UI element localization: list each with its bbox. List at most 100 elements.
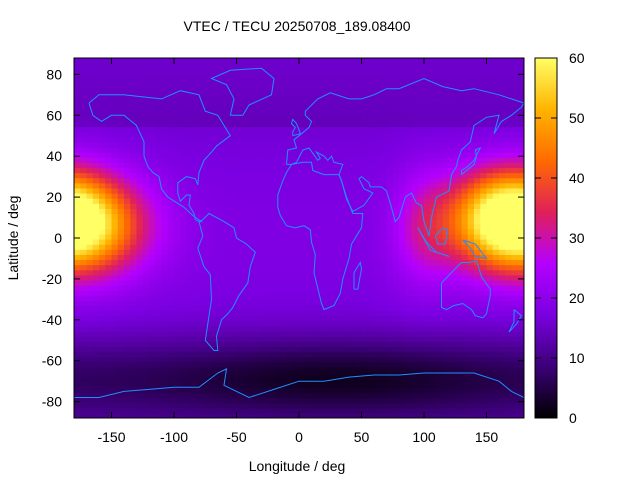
heatmap-cell bbox=[186, 279, 194, 286]
heatmap-cell bbox=[142, 412, 150, 418]
heatmap-cell bbox=[161, 146, 169, 153]
heatmap-cell bbox=[130, 397, 138, 404]
heatmap-cell bbox=[211, 85, 219, 92]
heatmap-cell bbox=[299, 331, 306, 337]
heatmap-cell bbox=[336, 361, 344, 368]
heatmap-cell bbox=[130, 290, 138, 296]
heatmap-cell bbox=[499, 223, 506, 230]
heatmap-cell bbox=[474, 90, 481, 97]
heatmap-cell bbox=[411, 407, 419, 414]
heatmap-cell bbox=[230, 187, 238, 194]
heatmap-cell bbox=[180, 141, 188, 148]
heatmap-cell bbox=[161, 75, 169, 82]
heatmap-cell bbox=[186, 136, 194, 143]
heatmap-cell bbox=[505, 141, 513, 148]
heatmap-cell bbox=[117, 70, 125, 76]
heatmap-cell bbox=[155, 244, 163, 250]
heatmap-cell bbox=[461, 95, 469, 102]
heatmap-cell bbox=[305, 121, 313, 128]
heatmap-cell bbox=[167, 152, 175, 158]
heatmap-cell bbox=[399, 152, 406, 158]
heatmap-cell bbox=[192, 152, 200, 158]
heatmap-cell bbox=[249, 310, 256, 317]
heatmap-cell bbox=[230, 382, 238, 388]
heatmap-cell bbox=[374, 274, 381, 281]
heatmap-cell bbox=[311, 320, 319, 327]
heatmap-cell bbox=[336, 121, 344, 128]
heatmap-cell bbox=[499, 315, 506, 322]
heatmap-cell bbox=[136, 141, 144, 148]
heatmap-cell bbox=[149, 356, 156, 363]
heatmap-cell bbox=[430, 172, 438, 179]
heatmap-cell bbox=[86, 264, 94, 271]
heatmap-cell bbox=[117, 254, 125, 261]
heatmap-cell bbox=[499, 70, 506, 76]
heatmap-cell bbox=[186, 233, 194, 240]
heatmap-cell bbox=[386, 407, 394, 414]
heatmap-cell bbox=[324, 182, 331, 189]
heatmap-cell bbox=[511, 300, 519, 307]
heatmap-cell bbox=[92, 70, 100, 76]
heatmap-cell bbox=[424, 300, 431, 307]
heatmap-cell bbox=[236, 90, 244, 97]
heatmap-cell bbox=[442, 60, 450, 66]
heatmap-cell bbox=[424, 106, 431, 112]
heatmap-cell bbox=[292, 80, 300, 87]
heatmap-cell bbox=[430, 356, 438, 363]
heatmap-cell bbox=[367, 136, 375, 143]
heatmap-cell bbox=[130, 233, 138, 240]
heatmap-cell bbox=[292, 254, 300, 261]
heatmap-cell bbox=[442, 325, 450, 332]
heatmap-cell bbox=[249, 285, 256, 291]
heatmap-cell bbox=[374, 172, 381, 179]
heatmap-cell bbox=[467, 233, 475, 240]
heatmap-cell bbox=[117, 285, 125, 291]
heatmap-cell bbox=[136, 213, 144, 220]
heatmap-cell bbox=[399, 290, 406, 296]
heatmap-cell bbox=[161, 254, 169, 261]
heatmap-cell bbox=[311, 295, 319, 301]
heatmap-cell bbox=[467, 146, 475, 153]
heatmap-cell bbox=[280, 223, 288, 230]
heatmap-cell bbox=[305, 203, 313, 209]
heatmap-cell bbox=[80, 167, 88, 174]
heatmap-cell bbox=[342, 300, 350, 307]
heatmap-cell bbox=[486, 407, 494, 414]
heatmap-cell bbox=[367, 152, 375, 158]
heatmap-cell bbox=[342, 341, 350, 348]
heatmap-cell bbox=[74, 208, 81, 215]
heatmap-cell bbox=[305, 106, 313, 112]
heatmap-cell bbox=[174, 65, 181, 71]
heatmap-cell bbox=[130, 269, 138, 276]
heatmap-cell bbox=[399, 157, 406, 163]
heatmap-cell bbox=[261, 126, 269, 133]
heatmap-cell bbox=[255, 305, 263, 312]
heatmap-cell bbox=[355, 341, 363, 348]
heatmap-cell bbox=[217, 146, 225, 153]
heatmap-cell bbox=[142, 223, 150, 230]
heatmap-cell bbox=[486, 269, 494, 276]
heatmap-cell bbox=[499, 157, 506, 163]
heatmap-cell bbox=[436, 182, 444, 189]
heatmap-cell bbox=[161, 341, 169, 348]
heatmap-cell bbox=[267, 90, 275, 97]
heatmap-cell bbox=[224, 121, 231, 128]
heatmap-cell bbox=[92, 274, 100, 281]
heatmap-cell bbox=[105, 377, 113, 383]
heatmap-cell bbox=[105, 146, 113, 153]
heatmap-cell bbox=[486, 377, 494, 383]
heatmap-cell bbox=[430, 285, 438, 291]
heatmap-cell bbox=[280, 274, 288, 281]
heatmap-cell bbox=[492, 167, 500, 174]
heatmap-cell bbox=[249, 126, 256, 133]
heatmap-cell bbox=[311, 392, 319, 399]
heatmap-cell bbox=[405, 351, 413, 358]
heatmap-cell bbox=[511, 315, 519, 322]
heatmap-cell bbox=[236, 387, 244, 394]
heatmap-cell bbox=[199, 274, 206, 281]
heatmap-cell bbox=[261, 121, 269, 128]
heatmap-cell bbox=[492, 136, 500, 143]
heatmap-cell bbox=[92, 65, 100, 71]
heatmap-cell bbox=[286, 331, 294, 337]
heatmap-cell bbox=[380, 106, 388, 112]
